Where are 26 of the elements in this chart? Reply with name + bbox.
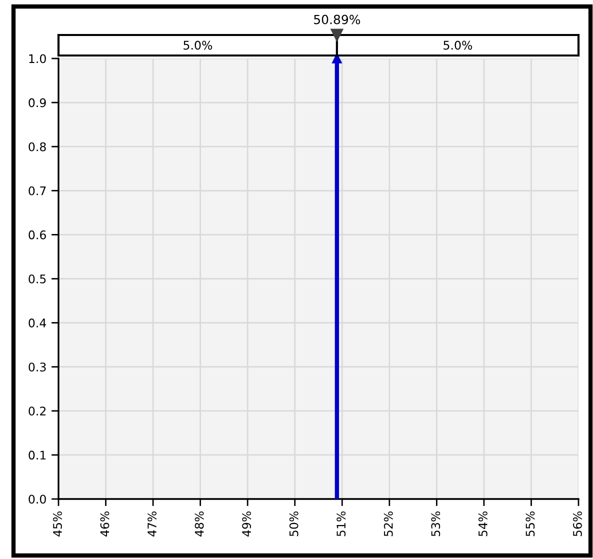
x-tick-label: 51% (336, 511, 346, 536)
y-tick-label: 0.1 (28, 450, 46, 460)
y-tick-label: 1.0 (29, 54, 46, 64)
y-tick-label: 0.7 (28, 186, 46, 196)
x-tick-label: 46% (100, 511, 110, 536)
x-tick-label: 53% (431, 511, 440, 536)
x-tick-label: 50% (289, 511, 298, 536)
x-tick-label: 54% (478, 511, 488, 536)
y-tick-label: 0.5 (28, 274, 46, 284)
text: 5.0% (444, 40, 472, 50)
x-tick-label: 49% (242, 511, 252, 536)
y-tick-label: 0.6 (28, 230, 46, 240)
y-tick-label: 0.4 (28, 318, 46, 328)
x-tick-label: 56% (572, 511, 582, 536)
x-tick-label: 55% (526, 511, 535, 536)
x-tick-label: 52% (384, 511, 393, 536)
y-tick-label: 0.0 (28, 494, 46, 504)
text: 5.0% (184, 40, 212, 50)
y-tick-label: 0.8 (28, 142, 46, 152)
y-tick-label: 0.2 (28, 406, 46, 416)
x-tick-label: 45% (52, 511, 62, 536)
y-tick-label: 0.9 (28, 98, 46, 108)
x-tick-label: 48% (194, 511, 204, 536)
y-tick-label: 0.3 (28, 362, 46, 372)
x-tick-label: 47% (148, 511, 156, 536)
ref-line-label: 50.89% (314, 14, 360, 24)
